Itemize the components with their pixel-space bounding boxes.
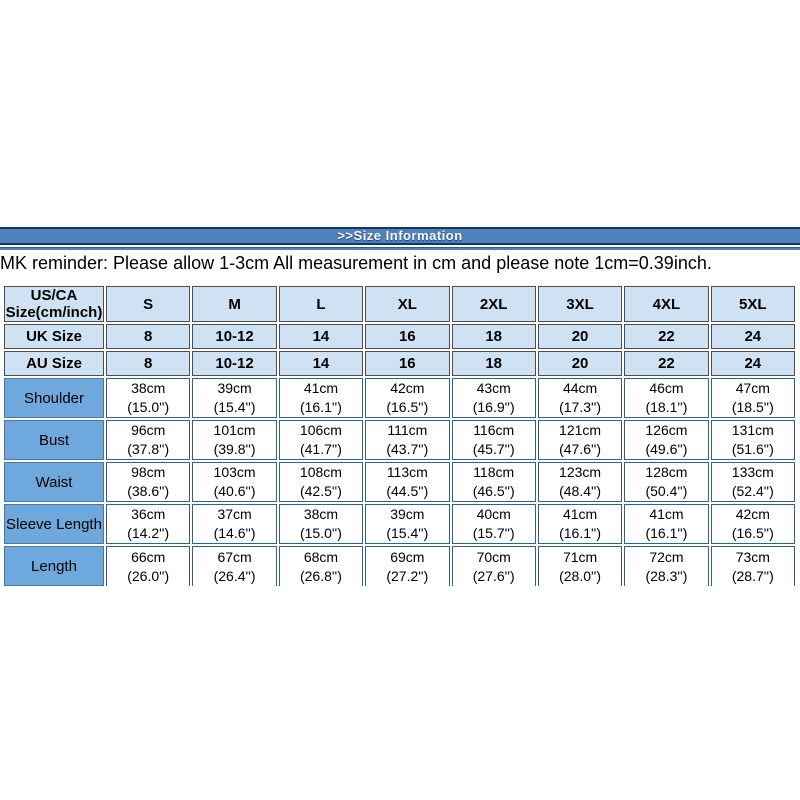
measurement-cell: 39cm (15.4'') (365, 504, 450, 544)
measurement-cell: 118cm (46.5'') (451, 462, 536, 502)
size-column-header-s: S (106, 286, 191, 322)
row-label-length: Length (4, 546, 104, 586)
reminder-text: MK reminder: Please allow 1-3cm All meas… (0, 253, 712, 273)
size-conversion-cell: 20 (537, 324, 623, 349)
measurement-cell: 44cm (17.3'') (537, 378, 623, 418)
measurement-cell: 42cm (16.5'') (365, 378, 450, 418)
measurement-cell: 106cm (41.7'') (278, 420, 364, 460)
measurement-cell: 71cm (28.0'') (537, 546, 623, 586)
measurement-cell: 66cm (26.0'') (106, 546, 191, 586)
row-label-bust: Bust (4, 420, 104, 460)
size-conversion-cell: 10-12 (192, 351, 277, 376)
size-conversion-cell: 16 (365, 351, 450, 376)
divider-line (0, 247, 800, 250)
size-conversion-cell: 16 (365, 324, 450, 349)
row-label-uk-size: UK Size (4, 324, 104, 349)
measurement-cell: 38cm (15.0'') (106, 378, 191, 418)
measurement-cell: 108cm (42.5'') (278, 462, 364, 502)
measurement-cell: 39cm (15.4'') (192, 378, 277, 418)
size-column-header-m: M (192, 286, 277, 322)
size-column-header-l: L (278, 286, 364, 322)
measurement-cell: 128cm (50.4'') (624, 462, 709, 502)
measurement-cell: 46cm (18.1'') (624, 378, 709, 418)
measurement-cell: 101cm (39.8'') (192, 420, 277, 460)
measurement-cell: 40cm (15.7'') (451, 504, 536, 544)
banner-title: >>Size Information (337, 228, 463, 243)
measurement-cell: 133cm (52.4'') (710, 462, 795, 502)
row-label-shoulder: Shoulder (4, 378, 104, 418)
measurement-cell: 67cm (26.4'') (192, 546, 277, 586)
measurement-cell: 41cm (16.1'') (278, 378, 364, 418)
row-label-waist: Waist (4, 462, 104, 502)
measurement-cell: 72cm (28.3'') (624, 546, 709, 586)
corner-header: US/CA Size(cm/inch) (4, 286, 104, 322)
size-conversion-cell: 20 (537, 351, 623, 376)
size-conversion-cell: 14 (278, 324, 364, 349)
size-column-header-5xl: 5XL (710, 286, 795, 322)
measurement-cell: 123cm (48.4'') (537, 462, 623, 502)
measurement-cell: 116cm (45.7'') (451, 420, 536, 460)
measurement-cell: 68cm (26.8'') (278, 546, 364, 586)
measurement-cell: 37cm (14.6'') (192, 504, 277, 544)
size-conversion-cell: 18 (451, 351, 536, 376)
row-label-sleeve-length: Sleeve Length (4, 504, 104, 544)
measurement-cell: 96cm (37.8'') (106, 420, 191, 460)
measurement-cell: 70cm (27.6'') (451, 546, 536, 586)
size-conversion-cell: 22 (624, 324, 709, 349)
measurement-cell: 42cm (16.5'') (710, 504, 795, 544)
size-conversion-cell: 8 (106, 324, 191, 349)
measurement-cell: 41cm (16.1'') (537, 504, 623, 544)
size-column-header-4xl: 4XL (624, 286, 709, 322)
size-chart-table: US/CA Size(cm/inch) S M L XL 2XL 3XL 4XL 5XL UK Si… (2, 284, 797, 588)
measurement-cell: 121cm (47.6'') (537, 420, 623, 460)
size-conversion-cell: 18 (451, 324, 536, 349)
measurement-cell: 38cm (15.0'') (278, 504, 364, 544)
size-column-header-3xl: 3XL (537, 286, 623, 322)
measurement-cell: 113cm (44.5'') (365, 462, 450, 502)
measurement-cell: 111cm (43.7'') (365, 420, 450, 460)
size-conversion-cell: 10-12 (192, 324, 277, 349)
measurement-cell: 47cm (18.5'') (710, 378, 795, 418)
row-label-au-size: AU Size (4, 351, 104, 376)
measurement-cell: 36cm (14.2'') (106, 504, 191, 544)
measurement-cell: 73cm (28.7'') (710, 546, 795, 586)
size-column-header-xl: XL (365, 286, 450, 322)
measurement-cell: 131cm (51.6'') (710, 420, 795, 460)
size-column-header-2xl: 2XL (451, 286, 536, 322)
size-conversion-cell: 24 (710, 351, 795, 376)
size-conversion-cell: 24 (710, 324, 795, 349)
size-conversion-cell: 8 (106, 351, 191, 376)
measurement-cell: 43cm (16.9'') (451, 378, 536, 418)
measurement-cell: 103cm (40.6'') (192, 462, 277, 502)
measurement-cell: 41cm (16.1'') (624, 504, 709, 544)
measurement-cell: 69cm (27.2'') (365, 546, 450, 586)
size-conversion-cell: 14 (278, 351, 364, 376)
size-information-banner: >>Size Information (0, 227, 800, 245)
size-conversion-cell: 22 (624, 351, 709, 376)
measurement-cell: 126cm (49.6'') (624, 420, 709, 460)
measurement-cell: 98cm (38.6'') (106, 462, 191, 502)
